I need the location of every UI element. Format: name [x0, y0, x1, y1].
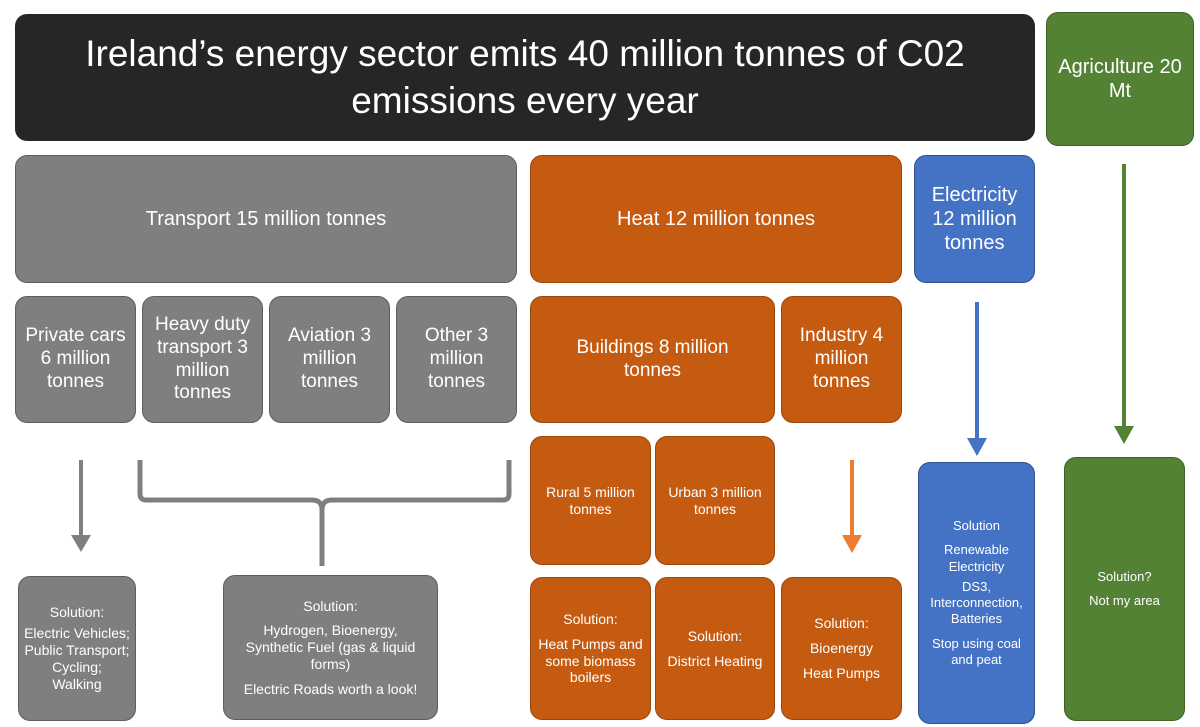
urban-box: Urban 3 million tonnes [655, 436, 775, 565]
agriculture-label: Agriculture 20 Mt [1058, 56, 1182, 102]
solution-electricity-heading: Solution [953, 518, 1000, 533]
rural-label: Rural 5 million tonnes [546, 483, 635, 517]
solution-cars-item: Walking [52, 676, 102, 693]
title-box: Ireland’s energy sector emits 40 million… [15, 14, 1035, 141]
solution-electricity-box: Solution Renewable Electricity DS3, Inte… [918, 462, 1035, 724]
agriculture-box: Agriculture 20 Mt [1046, 12, 1194, 146]
solution-industry-box: Solution: Bioenergy Heat Pumps [781, 577, 902, 720]
solution-other-item: Electric Roads worth a look! [243, 680, 418, 697]
electricity-box: Electricity 12 million tonnes [914, 155, 1035, 283]
solution-rural-item: Heat Pumps and some biomass boilers [538, 635, 643, 686]
electricity-label: Electricity 12 million tonnes [931, 184, 1018, 254]
industry-box: Industry 4 million tonnes [781, 296, 902, 423]
solution-electricity-item: Renewable Electricity [943, 542, 1010, 574]
solution-industry-item: Bioenergy [809, 640, 874, 657]
arrow-industry [842, 460, 862, 553]
solution-agriculture-box: Solution? Not my area [1064, 457, 1185, 721]
transport-box: Transport 15 million tonnes [15, 155, 517, 283]
private-cars-label: Private cars 6 million tonnes [25, 325, 126, 392]
brace-transport [137, 460, 512, 566]
solution-industry-item: Heat Pumps [802, 664, 881, 681]
solution-electricity-item: Stop using coal and peat [932, 635, 1021, 667]
buildings-box: Buildings 8 million tonnes [530, 296, 775, 423]
solution-cars-item: Cycling; [52, 659, 102, 676]
solution-cars-item: Public Transport; [24, 641, 130, 658]
transport-label: Transport 15 million tonnes [145, 208, 387, 230]
solution-industry-heading: Solution: [814, 615, 869, 632]
urban-label: Urban 3 million tonnes [668, 483, 762, 517]
solution-rural-heading: Solution: [563, 610, 618, 627]
other-transport-label: Other 3 million tonnes [424, 325, 489, 392]
aviation-label: Aviation 3 million tonnes [287, 325, 372, 392]
other-transport-box: Other 3 million tonnes [396, 296, 517, 423]
solution-other-heading: Solution: [303, 597, 358, 614]
heat-label: Heat 12 million tonnes [617, 208, 815, 230]
solution-agriculture-heading: Solution? [1097, 568, 1152, 584]
arrow-cars [71, 460, 91, 552]
industry-label: Industry 4 million tonnes [799, 325, 884, 392]
solution-urban-heading: Solution: [687, 627, 743, 644]
private-cars-box: Private cars 6 million tonnes [15, 296, 136, 423]
heat-box: Heat 12 million tonnes [530, 155, 902, 283]
title-text: Ireland’s energy sector emits 40 million… [85, 33, 965, 121]
rural-box: Rural 5 million tonnes [530, 436, 651, 565]
solution-agriculture-item: Not my area [1089, 593, 1160, 608]
solution-other-item: Hydrogen, Bioenergy, Synthetic Fuel (gas… [245, 622, 416, 672]
solution-electricity-item: DS3, Interconnection, Batteries [930, 578, 1023, 627]
solution-rural-box: Solution: Heat Pumps and some biomass bo… [530, 577, 651, 720]
solution-cars-box: Solution: Electric Vehicles; Public Tran… [18, 576, 136, 721]
solution-urban-item: District Heating [667, 652, 763, 669]
heavy-duty-box: Heavy duty transport 3 million tonnes [142, 296, 263, 423]
solution-cars-heading: Solution: [49, 603, 105, 620]
aviation-box: Aviation 3 million tonnes [269, 296, 390, 423]
arrow-agriculture [1114, 164, 1134, 444]
arrow-electricity [967, 302, 987, 456]
solution-cars-item: Electric Vehicles; [24, 624, 130, 641]
solution-urban-box: Solution: District Heating [655, 577, 775, 720]
solution-other-transport-box: Solution: Hydrogen, Bioenergy, Synthetic… [223, 575, 438, 720]
heavy-duty-label: Heavy duty transport 3 million tonnes [154, 313, 251, 404]
buildings-label: Buildings 8 million tonnes [576, 336, 729, 381]
